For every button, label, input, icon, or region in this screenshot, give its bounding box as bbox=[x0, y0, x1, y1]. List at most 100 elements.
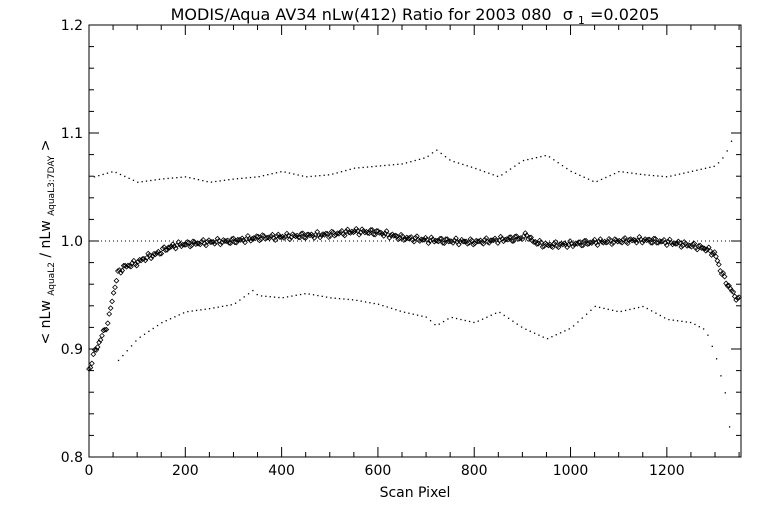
series-upper-bound bbox=[93, 140, 733, 183]
data-point bbox=[665, 176, 668, 178]
data-point bbox=[700, 168, 702, 170]
data-point bbox=[194, 240, 201, 247]
data-point bbox=[347, 230, 354, 236]
data-point bbox=[382, 230, 389, 237]
data-point bbox=[648, 239, 654, 246]
data-point bbox=[622, 235, 628, 241]
data-point bbox=[379, 165, 382, 167]
data-point bbox=[683, 172, 685, 174]
data-point bbox=[652, 174, 655, 177]
data-point bbox=[669, 241, 676, 248]
data-point bbox=[117, 359, 120, 362]
data-point bbox=[522, 159, 525, 162]
data-point bbox=[396, 235, 403, 242]
data-point bbox=[588, 240, 595, 246]
data-point bbox=[423, 157, 425, 159]
data-point bbox=[106, 172, 109, 174]
data-point bbox=[733, 297, 740, 303]
data-point bbox=[603, 307, 605, 310]
data-point bbox=[668, 318, 670, 321]
data-point bbox=[597, 236, 604, 243]
data-point bbox=[336, 230, 342, 237]
data-point bbox=[440, 240, 446, 246]
data-point bbox=[356, 299, 358, 302]
data-point bbox=[262, 175, 265, 177]
data-point bbox=[255, 233, 261, 240]
data-point bbox=[139, 336, 141, 338]
data-point bbox=[515, 236, 521, 242]
data-point bbox=[551, 240, 558, 247]
data-point bbox=[236, 178, 239, 180]
data-point bbox=[171, 243, 178, 250]
data-point bbox=[189, 177, 191, 179]
data-point bbox=[692, 245, 699, 251]
data-point bbox=[531, 239, 537, 245]
data-point bbox=[156, 324, 159, 327]
data-point bbox=[553, 159, 555, 161]
data-point bbox=[444, 156, 447, 158]
data-point bbox=[123, 263, 130, 270]
data-point bbox=[282, 296, 284, 299]
data-point bbox=[152, 251, 159, 258]
data-point bbox=[325, 234, 332, 240]
data-point bbox=[494, 312, 497, 315]
data-point bbox=[722, 157, 724, 159]
data-point bbox=[286, 236, 293, 243]
data-point bbox=[681, 320, 683, 323]
data-point bbox=[259, 232, 266, 238]
data-point bbox=[369, 302, 371, 304]
data-point bbox=[388, 164, 390, 166]
data-point bbox=[592, 180, 594, 182]
data-point bbox=[323, 174, 325, 176]
data-point bbox=[724, 282, 731, 289]
data-point bbox=[119, 173, 122, 176]
data-point bbox=[640, 237, 647, 244]
data-point bbox=[463, 238, 469, 245]
data-point bbox=[98, 174, 100, 177]
data-point bbox=[224, 237, 231, 244]
data-point bbox=[414, 159, 416, 162]
data-point bbox=[176, 177, 178, 179]
data-point bbox=[726, 150, 728, 152]
data-point bbox=[665, 238, 672, 245]
data-point bbox=[474, 238, 481, 245]
data-point bbox=[713, 165, 715, 168]
data-point bbox=[334, 230, 341, 237]
data-point bbox=[258, 236, 264, 243]
data-point bbox=[421, 315, 423, 317]
data-point bbox=[247, 237, 254, 244]
data-point bbox=[585, 313, 588, 315]
data-point bbox=[538, 239, 545, 246]
data-point bbox=[299, 230, 306, 237]
data-point bbox=[529, 330, 531, 332]
data-point bbox=[453, 161, 455, 163]
data-point bbox=[483, 171, 486, 173]
data-point bbox=[590, 309, 592, 311]
data-point bbox=[429, 320, 432, 322]
data-point bbox=[609, 174, 611, 177]
data-point bbox=[308, 293, 310, 295]
data-point bbox=[364, 230, 371, 236]
data-point bbox=[447, 318, 449, 320]
data-point bbox=[704, 167, 707, 169]
data-point bbox=[630, 236, 637, 243]
data-point bbox=[711, 345, 713, 348]
data-point bbox=[200, 237, 206, 243]
data-point bbox=[723, 280, 729, 287]
data-point bbox=[518, 162, 520, 164]
data-point bbox=[522, 230, 529, 236]
data-point bbox=[109, 298, 115, 305]
data-point bbox=[674, 174, 676, 176]
data-point bbox=[273, 296, 276, 298]
data-point bbox=[406, 234, 413, 241]
data-point bbox=[416, 238, 423, 244]
data-point bbox=[503, 314, 505, 317]
data-point bbox=[695, 243, 702, 249]
data-point bbox=[559, 332, 562, 334]
data-point bbox=[464, 319, 466, 322]
data-point bbox=[461, 238, 468, 245]
data-point bbox=[284, 171, 286, 173]
data-point bbox=[320, 231, 326, 237]
data-point bbox=[230, 235, 237, 242]
